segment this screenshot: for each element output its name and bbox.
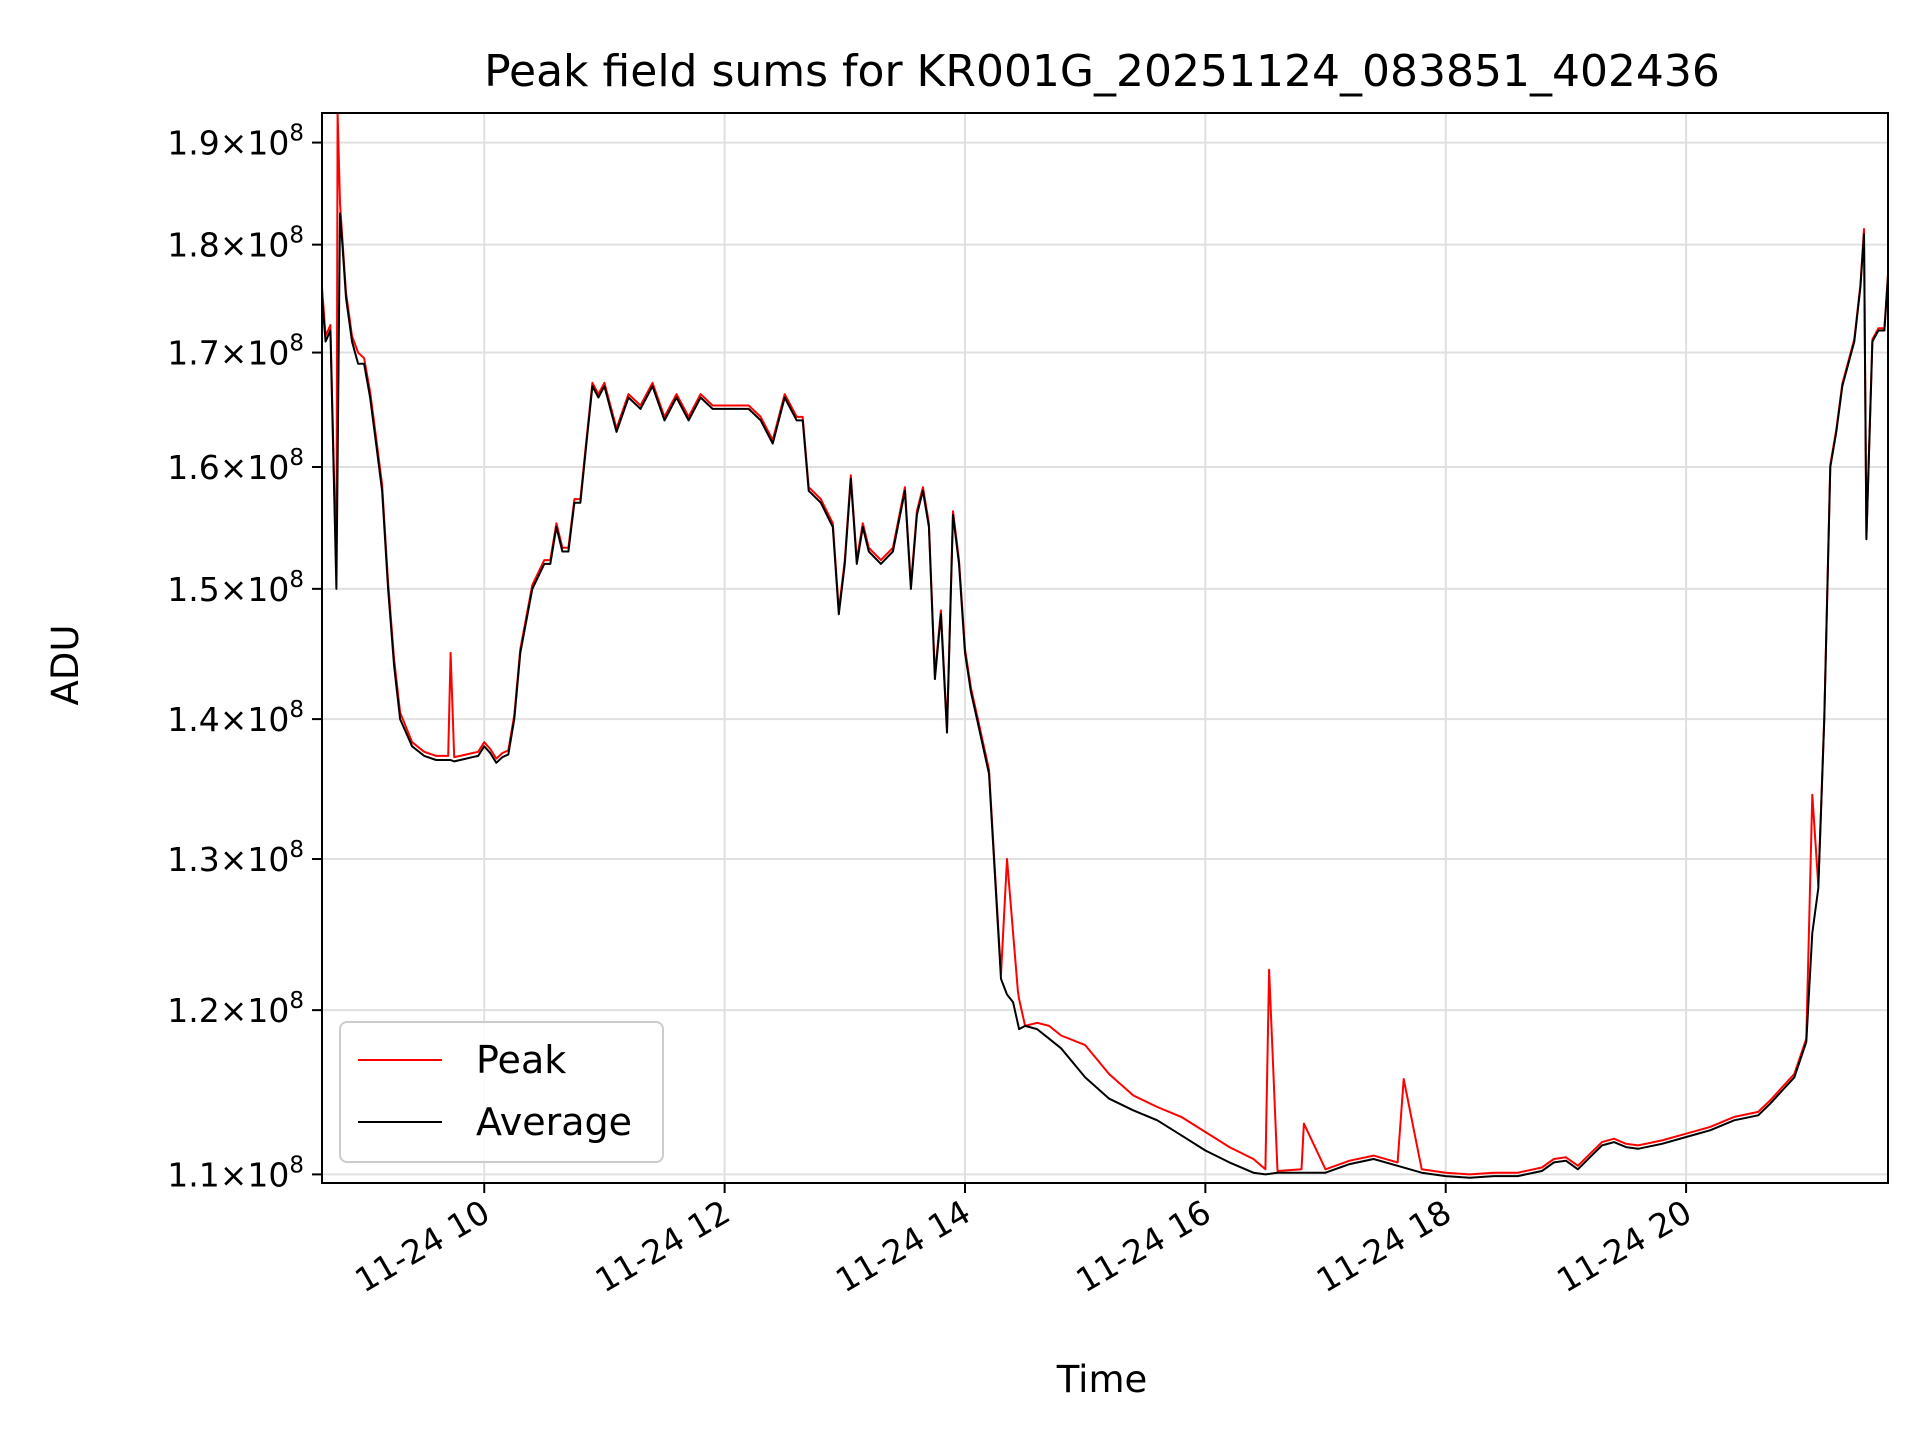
- grid: [322, 113, 1888, 1183]
- y-tick-label: 1.7×108: [167, 331, 304, 373]
- chart-title: Peak field sums for KR001G_20251124_0838…: [484, 46, 1720, 97]
- y-tick-label: 1.2×108: [167, 988, 304, 1030]
- x-axis-label: Time: [1056, 1358, 1148, 1401]
- series-average-line: [321, 212, 1889, 1179]
- plot-lines: [321, 112, 1889, 1179]
- y-axis-label: ADU: [44, 625, 87, 706]
- y-tick-label: 1.4×108: [167, 697, 304, 739]
- y-tick-label: 1.5×108: [167, 567, 304, 609]
- legend-label-average: Average: [476, 1100, 632, 1144]
- y-tick-label: 1.1×108: [167, 1152, 304, 1194]
- legend-label-peak: Peak: [476, 1038, 566, 1082]
- y-tick-label: 1.9×108: [167, 121, 304, 163]
- legend: Peak Average: [339, 1021, 664, 1163]
- y-tick-label: 1.8×108: [167, 223, 304, 265]
- legend-box: [339, 1021, 664, 1163]
- y-axis-ticks: 1.1×108 1.2×108 1.3×108 1.4×108 1.5×108 1.6×1…: [167, 121, 322, 1194]
- y-tick-label: 1.6×108: [167, 445, 304, 487]
- y-tick-label: 1.3×108: [167, 837, 304, 879]
- plot-frame: [321, 112, 1889, 1184]
